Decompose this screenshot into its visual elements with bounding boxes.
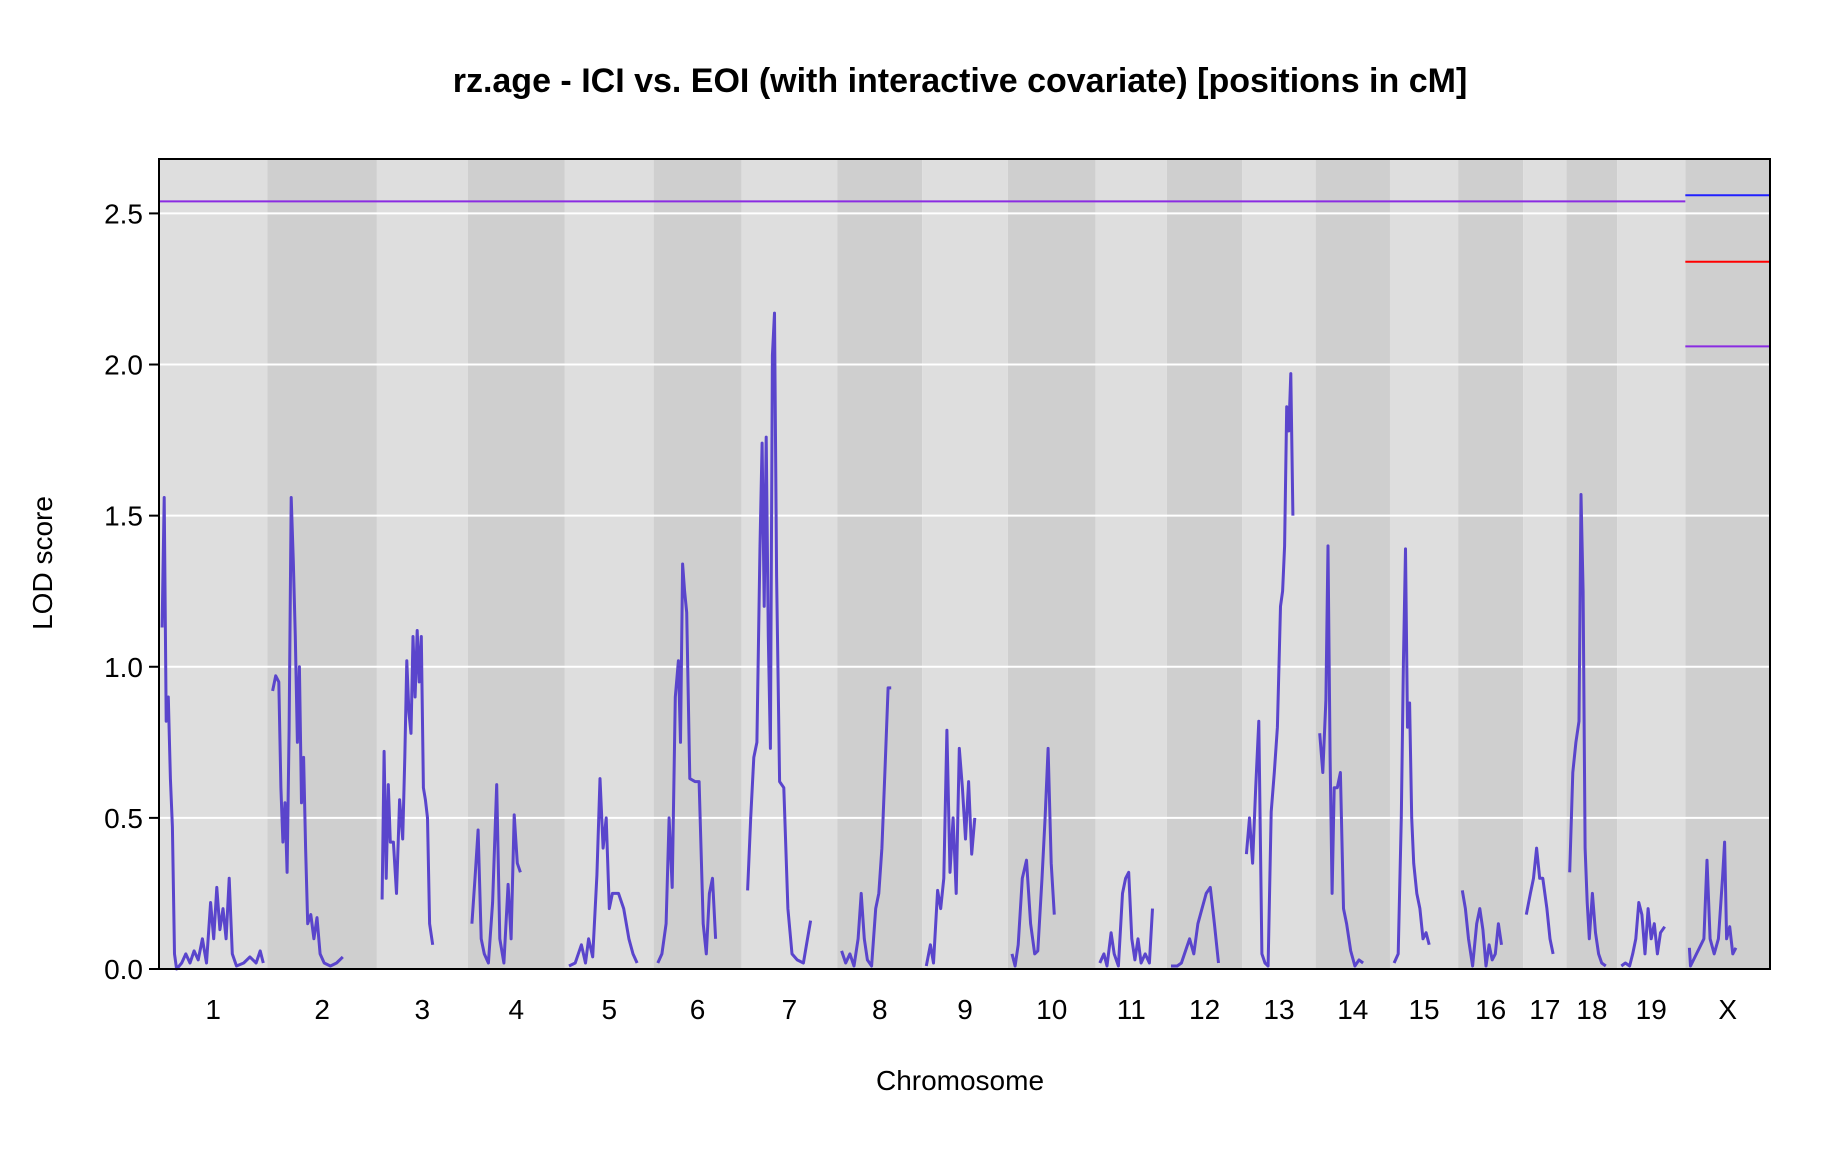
x-tick-label-12: 12 <box>1189 994 1220 1025</box>
y-tick-label-1: 0.5 <box>104 803 143 834</box>
x-tick-label-7: 7 <box>782 994 798 1025</box>
x-tick-label-11: 11 <box>1117 994 1146 1025</box>
x-tick-label-8: 8 <box>872 994 888 1025</box>
lod-line-chr-19 <box>1620 901 1666 968</box>
lod-line-chr-2 <box>271 496 344 968</box>
x-tick-label-3: 3 <box>415 994 431 1025</box>
x-tick-label-X: X <box>1718 994 1737 1025</box>
chromosome-band-18 <box>1566 159 1618 969</box>
lod-line-chr-13 <box>1244 372 1295 968</box>
x-tick-label-4: 4 <box>509 994 525 1025</box>
chromosome-band-1 <box>159 159 268 969</box>
lod-line-chr-6 <box>656 562 718 964</box>
chromosome-band-16 <box>1458 159 1524 969</box>
x-tick-label-10: 10 <box>1036 994 1067 1025</box>
x-tick-label-19: 19 <box>1636 994 1667 1025</box>
lod-line-chr-12 <box>1171 885 1220 968</box>
y-tick-label-0: 0.0 <box>104 954 143 985</box>
y-tick-label-2: 1.0 <box>104 652 143 683</box>
chromosome-band-2 <box>267 159 377 969</box>
x-tick-label-18: 18 <box>1576 994 1607 1025</box>
y-tick-label-5: 2.5 <box>104 198 143 229</box>
lod-line-chr-7 <box>746 311 813 965</box>
lod-line-chr-18 <box>1568 493 1607 968</box>
lod-line-chr-14 <box>1318 544 1365 968</box>
lod-line-chr-9 <box>924 728 977 967</box>
x-axis-label: Chromosome <box>876 1065 1044 1096</box>
chromosome-bands <box>159 159 1770 969</box>
plot-frame <box>158 158 1771 970</box>
lod-line-chr-17 <box>1524 846 1555 955</box>
x-tick-label-15: 15 <box>1408 994 1439 1025</box>
lod-line-chr-X <box>1687 840 1738 968</box>
lod-line-chr-1 <box>160 496 265 971</box>
x-tick-label-5: 5 <box>601 994 617 1025</box>
lod-line-chr-16 <box>1460 890 1503 968</box>
chromosome-band-8 <box>837 159 923 969</box>
x-tick-label-13: 13 <box>1263 994 1294 1025</box>
chromosome-band-19 <box>1617 159 1686 969</box>
lod-line-chr-5 <box>568 777 639 968</box>
chromosome-band-5 <box>564 159 654 969</box>
chromosome-band-9 <box>922 159 1008 969</box>
chromosome-band-7 <box>741 159 838 969</box>
chromosome-band-12 <box>1166 159 1243 969</box>
lod-series <box>160 311 1738 971</box>
chromosome-band-X <box>1685 159 1770 969</box>
chromosome-band-3 <box>376 159 468 969</box>
x-tick-label-6: 6 <box>690 994 706 1025</box>
x-tick-label-17: 17 <box>1529 994 1560 1025</box>
y-axis: 0.0 0.5 1.0 1.5 2.0 2.5 <box>104 198 159 985</box>
lod-line-chr-15 <box>1392 547 1431 964</box>
x-tick-label-9: 9 <box>957 994 973 1025</box>
x-tick-label-16: 16 <box>1475 994 1506 1025</box>
y-axis-label: LOD score <box>27 496 58 630</box>
chromosome-band-17 <box>1523 159 1567 969</box>
threshold-lines <box>159 194 1770 348</box>
lod-line-chr-3 <box>380 629 435 946</box>
chart-title: rz.age - ICI vs. EOI (with interactive c… <box>453 62 1468 100</box>
chromosome-band-11 <box>1095 159 1167 969</box>
lod-line-chr-4 <box>470 783 522 965</box>
lod-line-chr-10 <box>1010 746 1056 968</box>
y-tick-label-3: 1.5 <box>104 501 143 532</box>
x-tick-label-2: 2 <box>314 994 330 1025</box>
y-tick-label-4: 2.0 <box>104 350 143 381</box>
x-tick-label-14: 14 <box>1337 994 1368 1025</box>
lod-line-chr-11 <box>1098 870 1154 968</box>
x-axis: 1 2 3 4 5 6 7 8 9 10 11 12 13 14 15 16 17 18 19 X <box>205 994 1737 1025</box>
lod-line-chr-8 <box>840 686 892 968</box>
x-tick-label-1: 1 <box>205 994 221 1025</box>
